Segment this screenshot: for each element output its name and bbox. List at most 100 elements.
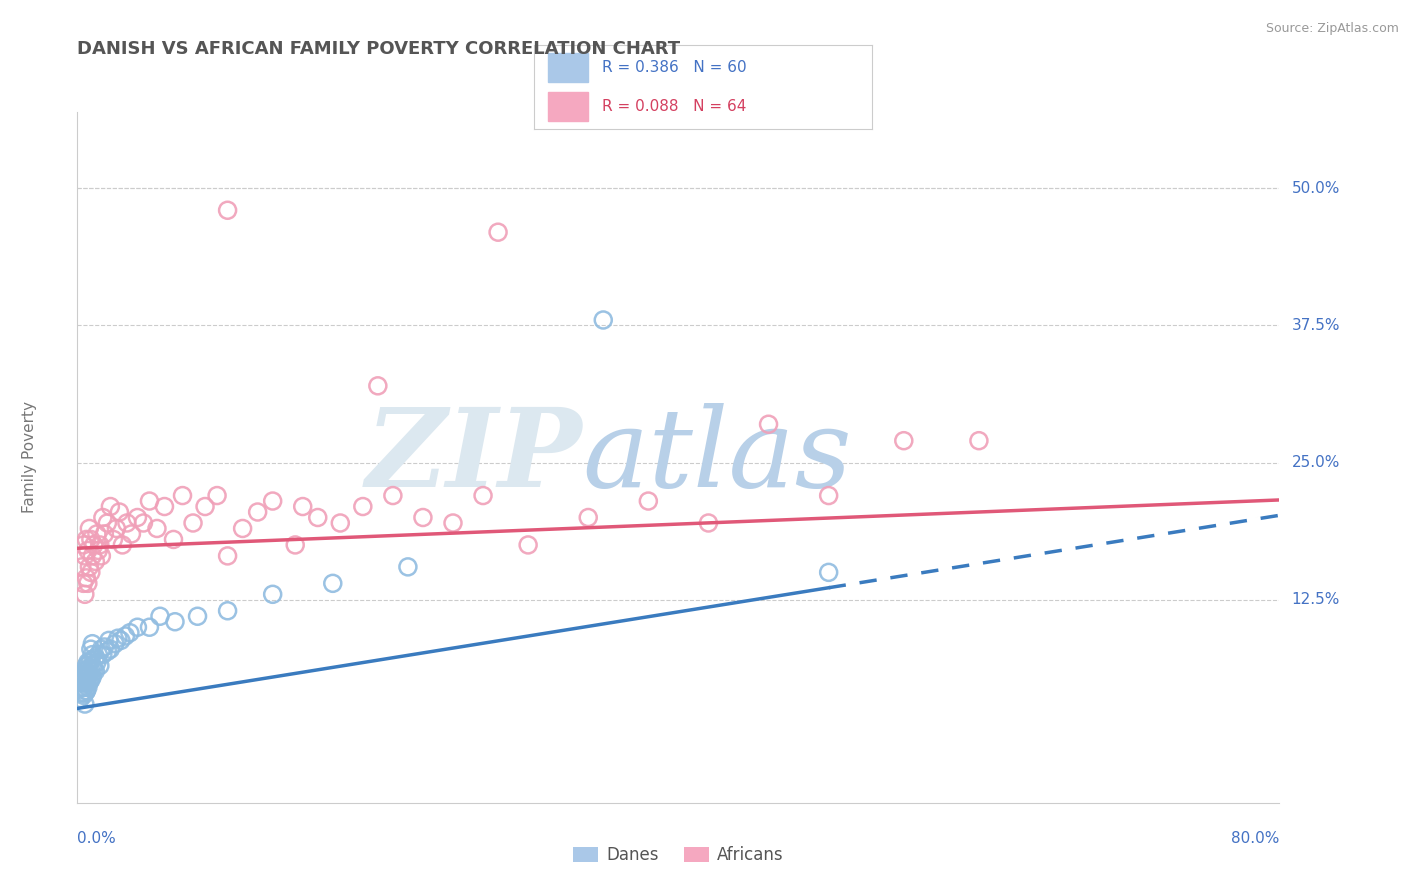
Point: [69, 691, 91, 706]
Point: [103, 533, 125, 547]
Point: [82, 648, 104, 662]
Point: [83, 662, 105, 676]
Text: R = 0.088   N = 64: R = 0.088 N = 64: [602, 99, 747, 114]
Point: [75, 684, 97, 698]
Point: [100, 642, 122, 657]
Point: [138, 494, 160, 508]
Point: [79, 666, 101, 681]
Point: [76, 675, 98, 690]
Point: [84, 651, 107, 665]
Point: [79, 656, 101, 670]
Text: DANISH VS AFRICAN FAMILY POVERTY CORRELATION CHART: DANISH VS AFRICAN FAMILY POVERTY CORRELA…: [77, 40, 681, 58]
Point: [262, 587, 284, 601]
Point: [73, 549, 96, 563]
Point: [86, 527, 108, 541]
Point: [107, 631, 129, 645]
Point: [412, 510, 434, 524]
Point: [76, 576, 98, 591]
Point: [758, 417, 780, 432]
Point: [329, 516, 352, 530]
Point: [80, 642, 103, 657]
Point: [91, 510, 114, 524]
Point: [97, 633, 120, 648]
Point: [91, 648, 114, 662]
Point: [186, 609, 209, 624]
Point: [194, 500, 217, 514]
Point: [284, 538, 307, 552]
Point: [172, 489, 194, 503]
Point: [76, 681, 98, 695]
Point: [79, 675, 101, 690]
Point: [93, 640, 115, 654]
Point: [104, 637, 127, 651]
Point: [120, 527, 142, 541]
Point: [90, 549, 112, 563]
Text: 80.0%: 80.0%: [1232, 831, 1279, 846]
Point: [87, 543, 110, 558]
Point: [72, 673, 94, 687]
Point: [75, 684, 97, 698]
Point: [69, 675, 91, 690]
Point: [75, 666, 97, 681]
Point: [79, 560, 101, 574]
Text: 12.5%: 12.5%: [1292, 592, 1340, 607]
Point: [149, 609, 172, 624]
Point: [84, 664, 107, 678]
Point: [697, 516, 720, 530]
Point: [72, 681, 94, 695]
Point: [93, 527, 115, 541]
Point: [70, 675, 93, 690]
Point: [367, 379, 389, 393]
Point: [75, 571, 97, 585]
Bar: [548, 54, 588, 82]
Point: [262, 494, 284, 508]
Text: ZIP: ZIP: [366, 403, 582, 511]
Point: [72, 688, 94, 702]
Point: [76, 662, 98, 676]
Bar: [548, 92, 588, 120]
Point: [96, 516, 118, 530]
Point: [246, 505, 269, 519]
Point: [79, 521, 101, 535]
Point: [205, 489, 228, 503]
Point: [76, 656, 98, 670]
Point: [72, 576, 94, 591]
Point: [115, 516, 138, 530]
Legend: Danes, Africans: Danes, Africans: [567, 839, 790, 871]
Point: [110, 633, 132, 648]
Point: [232, 521, 254, 535]
Point: [105, 521, 128, 535]
Point: [72, 538, 94, 552]
Point: [70, 560, 93, 574]
Point: [127, 510, 149, 524]
Point: [441, 516, 464, 530]
Point: [118, 625, 141, 640]
Text: 0.0%: 0.0%: [77, 831, 117, 846]
Point: [817, 566, 839, 580]
Point: [76, 670, 98, 684]
Point: [592, 313, 614, 327]
Point: [114, 629, 136, 643]
Point: [127, 620, 149, 634]
Point: [138, 620, 160, 634]
Point: [80, 533, 103, 547]
Point: [80, 673, 103, 687]
Point: [89, 658, 111, 673]
Point: [163, 615, 186, 629]
Point: [76, 543, 98, 558]
Point: [352, 500, 374, 514]
Point: [817, 489, 839, 503]
Point: [396, 560, 419, 574]
Point: [82, 637, 104, 651]
Point: [75, 658, 97, 673]
Point: [82, 670, 104, 684]
Point: [82, 658, 104, 673]
Point: [73, 677, 96, 691]
Point: [893, 434, 915, 448]
Point: [73, 686, 96, 700]
Point: [381, 489, 404, 503]
Text: atlas: atlas: [582, 403, 852, 511]
Point: [517, 538, 540, 552]
Point: [472, 489, 495, 503]
Text: 37.5%: 37.5%: [1292, 318, 1340, 333]
